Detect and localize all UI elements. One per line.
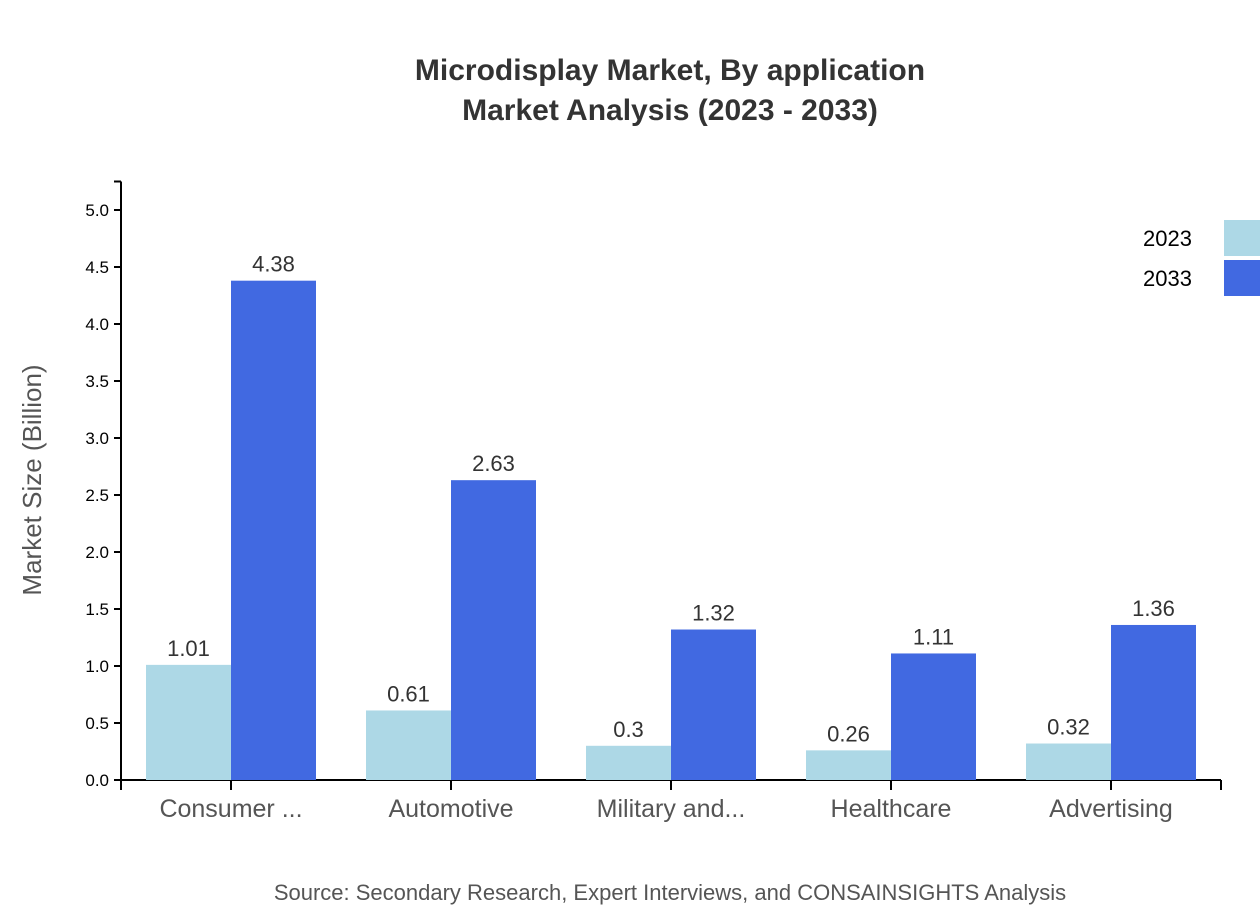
y-tick-label: 5.0: [85, 201, 109, 220]
data-label: 0.32: [1047, 715, 1090, 740]
data-label: 0.3: [613, 717, 644, 742]
bar-2023: [586, 745, 671, 780]
chart-title: Microdisplay Market, By application: [415, 54, 925, 87]
bar-2033: [231, 280, 316, 780]
data-label: 1.32: [692, 601, 735, 626]
bar-2023: [146, 664, 231, 780]
source-note: Source: Secondary Research, Expert Inter…: [274, 880, 1066, 905]
y-tick-label: 2.5: [85, 486, 109, 505]
x-tick-label: Advertising: [1049, 795, 1173, 823]
data-label: 1.11: [913, 624, 954, 649]
bar-2033: [671, 629, 756, 780]
y-tick-label: 4.5: [85, 258, 109, 277]
bar-2023: [806, 750, 891, 780]
bar-2023: [366, 710, 451, 780]
bar-2033: [451, 480, 536, 780]
data-label: 0.26: [827, 721, 870, 746]
legend-label: 2023: [1143, 226, 1192, 251]
y-tick-label: 4.0: [85, 315, 109, 334]
y-tick-label: 0.0: [85, 771, 109, 790]
legend-swatch-2023: [1224, 220, 1260, 256]
y-tick-label: 1.5: [85, 600, 109, 619]
data-label: 1.36: [1132, 596, 1175, 621]
data-label: 1.01: [167, 636, 210, 661]
y-tick-label: 2.0: [85, 543, 109, 562]
data-label: 0.61: [387, 681, 430, 706]
y-tick-label: 3.0: [85, 429, 109, 448]
y-tick-label: 1.0: [85, 657, 109, 676]
data-label: 2.63: [472, 451, 515, 476]
x-tick-label: Military and...: [597, 795, 746, 823]
y-tick-label: 0.5: [85, 714, 109, 733]
bar-2033: [891, 653, 976, 780]
bar-2023: [1026, 743, 1111, 780]
y-tick-label: 3.5: [85, 372, 109, 391]
bar-2033: [1111, 624, 1196, 780]
data-label: 4.38: [252, 252, 295, 277]
x-tick-label: Automotive: [388, 795, 513, 823]
y-axis-label: Market Size (Billion): [17, 364, 47, 595]
chart-subtitle: Market Analysis (2023 - 2033): [462, 94, 878, 127]
x-tick-label: Consumer ...: [159, 795, 302, 823]
legend-swatch-2033: [1224, 260, 1260, 296]
legend-label: 2033: [1143, 266, 1192, 291]
x-tick-label: Healthcare: [831, 795, 952, 823]
